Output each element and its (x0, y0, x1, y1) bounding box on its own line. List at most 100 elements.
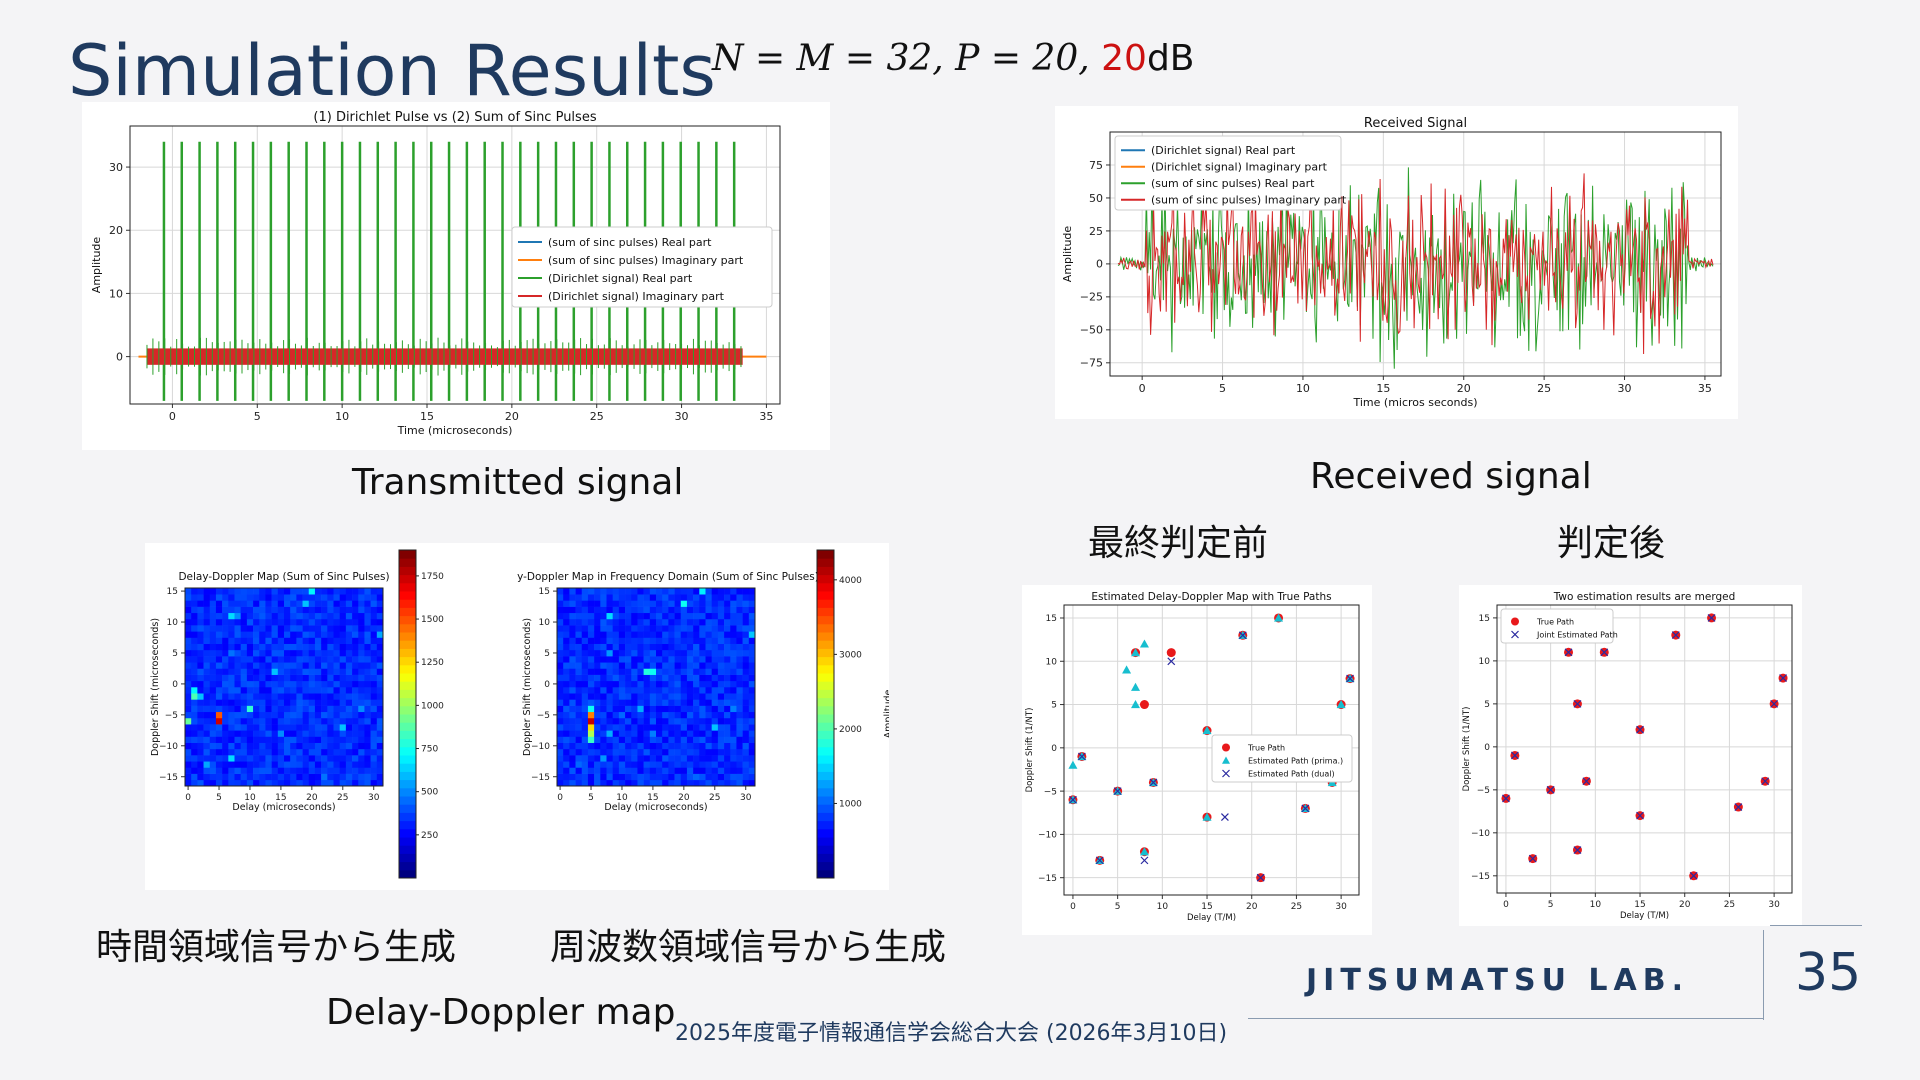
heatmap-cell (649, 730, 657, 737)
x-tick-label: 30 (1618, 382, 1632, 395)
heatmap-cell (612, 736, 620, 743)
heatmap-cell (606, 767, 613, 774)
heatmap-cell (265, 649, 272, 657)
heatmap-cell (594, 662, 601, 669)
heatmap-cell (724, 730, 731, 737)
heatmap-cell (197, 612, 204, 620)
caption-transmitted: Transmitted signal (352, 462, 684, 503)
heatmap-cell (253, 705, 260, 713)
heatmap-cell (612, 693, 620, 700)
heatmap-cell (724, 773, 731, 781)
y-tick-label: −5 (165, 711, 178, 721)
colorbar-segment (817, 681, 834, 690)
heatmap-cell (296, 742, 303, 750)
heatmap-cell (240, 662, 248, 669)
heatmap-cell (711, 779, 719, 787)
colorbar-segment (817, 804, 834, 813)
heatmap-cell (191, 588, 198, 595)
x-tick-label: 35 (759, 410, 773, 423)
heatmap-cell (321, 705, 328, 713)
heatmap-cell (296, 711, 303, 719)
heatmap-cell (631, 773, 638, 781)
heatmap-cell (271, 693, 279, 700)
heatmap-cell (631, 612, 638, 620)
heatmap-cell (321, 736, 328, 743)
heatmap-cell (594, 779, 601, 787)
footer-divider-top (1770, 925, 1862, 926)
heatmap-cell (215, 625, 223, 632)
heatmap-cell (296, 773, 303, 781)
colorbar-segment (399, 853, 416, 863)
heatmap-cell (259, 674, 266, 682)
x-tick-label: 10 (1590, 900, 1602, 910)
heatmap-cell (693, 612, 700, 620)
heatmap-cell (705, 662, 712, 669)
heatmap-cell (240, 779, 248, 787)
heatmap-cell (575, 699, 583, 706)
heatmap-cell (612, 625, 620, 632)
estimated-before-panel: 0 5 10 15 20 25 30 −15 −10 −5 0 5 10 15 Estimated Dela… (1022, 585, 1372, 935)
colorbar-segment (817, 746, 834, 756)
heatmap-cell (705, 711, 712, 719)
heatmap-cell (680, 612, 688, 620)
heatmap-cell (345, 705, 353, 713)
heatmap-cell (705, 600, 712, 607)
heatmap-cell (674, 588, 682, 595)
heatmap-cell (631, 662, 638, 669)
heatmap-cell (209, 773, 217, 781)
caption-time-domain: 時間領域信号から生成 (96, 927, 457, 968)
heatmap-cell (656, 600, 663, 607)
heatmap-cell (352, 742, 359, 750)
heatmap-cell (594, 748, 601, 756)
heatmap-cell (674, 717, 682, 725)
legend-marker (1222, 743, 1230, 752)
heatmap-cell (680, 637, 688, 644)
heatmap-cell (345, 637, 353, 644)
heatmap-cell (234, 625, 241, 632)
colorbar-segment (399, 861, 416, 871)
heatmap-cell (625, 724, 632, 731)
heatmap-cell (686, 748, 694, 756)
heatmap-cell (711, 717, 719, 725)
heatmap-cell (581, 724, 589, 731)
heatmap-cell (259, 588, 266, 595)
heatmap-cell (302, 637, 310, 644)
heatmap-cell (259, 625, 266, 632)
heatmap-cell (259, 761, 266, 768)
heatmap-cell (730, 755, 737, 762)
colorbar-tick-label: 3000 (839, 650, 862, 660)
heatmap-cell (259, 618, 266, 626)
heatmap-cell (327, 742, 334, 750)
heatmap-cell (277, 600, 285, 607)
heatmap-cell (290, 588, 297, 595)
heatmap-cell (742, 637, 750, 644)
heatmap-cell (656, 637, 663, 644)
heatmap-cell (736, 705, 743, 713)
heatmap-cell (284, 687, 291, 694)
heatmap-cell (364, 606, 371, 614)
heatmap-cell (717, 748, 725, 756)
heatmap-cell (724, 625, 731, 632)
heatmap-cell (376, 767, 384, 774)
heatmap-cell (277, 693, 285, 700)
heatmap-cell (736, 730, 743, 737)
heatmap-cell (680, 699, 688, 706)
heatmap-cell (265, 717, 272, 725)
heatmap-cell (699, 736, 706, 743)
heatmap-cell (191, 717, 198, 725)
joint-estimated-point (1636, 725, 1644, 734)
heatmap-cell (686, 724, 694, 731)
heatmap-cell (637, 612, 644, 620)
heatmap-cell (724, 736, 731, 743)
heatmap-cell (215, 594, 223, 601)
heatmap-cell (736, 693, 743, 700)
heatmap-cell (748, 755, 756, 762)
heatmap-cell (662, 736, 669, 743)
heatmap-cell (631, 637, 638, 644)
heatmap-cell (265, 594, 272, 601)
heatmap-cell (284, 717, 291, 725)
dd-map-time-chart: 0 5 10 15 20 25 30−15−10−5051015Delay-Doppler … (150, 549, 444, 879)
heatmap-cell (730, 736, 737, 743)
heatmap-cell (717, 680, 725, 688)
